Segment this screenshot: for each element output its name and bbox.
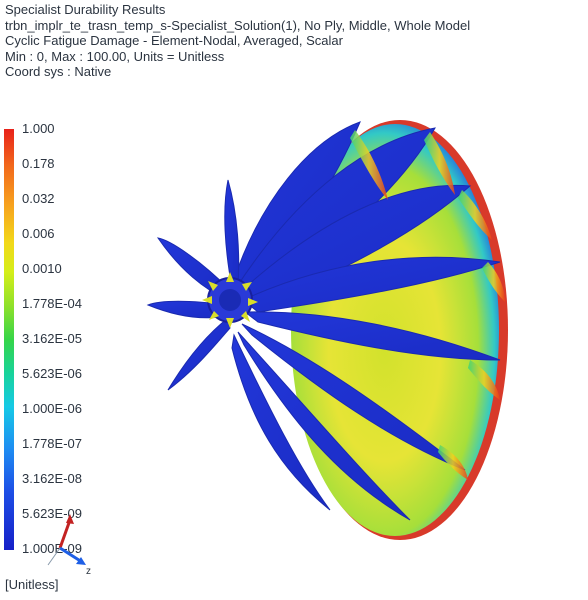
impeller-hub: [202, 272, 258, 328]
legend-label: 0.0010: [22, 261, 62, 276]
coord-sys: Coord sys : Native: [5, 64, 112, 79]
legend-label: 0.178: [22, 156, 55, 171]
legend-label: 5.623E-09: [22, 506, 82, 521]
triad-label-z: z: [86, 566, 91, 577]
triad-axis-x: [47, 547, 61, 566]
triad-axis-z: [59, 546, 83, 564]
legend-label: 1.000E-06: [22, 401, 82, 416]
result-range: Min : 0, Max : 100.00, Units = Unitless: [5, 48, 225, 64]
result-title: Specialist Durability Results: [5, 2, 166, 17]
fatigue-hotspots: [350, 130, 505, 480]
legend-label: 5.623E-06: [22, 366, 82, 381]
legend-label: 0.032: [22, 191, 55, 206]
triad-arrow-z: [76, 557, 86, 565]
impeller-blades: [146, 121, 501, 521]
result-header: Specialist Durability Results trbn_implr…: [5, 2, 470, 80]
legend-label: 1.000: [22, 121, 55, 136]
legend-label: 0.006: [22, 226, 55, 241]
triad-axis-y: [58, 519, 72, 549]
units-label: [Unitless]: [5, 577, 59, 592]
result-type: Cyclic Fatigue Damage - Element-Nodal, A…: [5, 33, 343, 48]
legend-label: 1.778E-07: [22, 436, 82, 451]
coordinate-triad: z: [47, 514, 91, 577]
color-legend-bar[interactable]: [4, 129, 14, 550]
legend-label: 3.162E-08: [22, 471, 82, 486]
result-subtitle: trbn_implr_te_trasn_temp_s-Specialist_So…: [5, 17, 471, 33]
legend-label: 3.162E-05: [22, 331, 82, 346]
legend-label: 1.778E-04: [22, 296, 82, 311]
triad-arrow-y: [66, 514, 74, 524]
